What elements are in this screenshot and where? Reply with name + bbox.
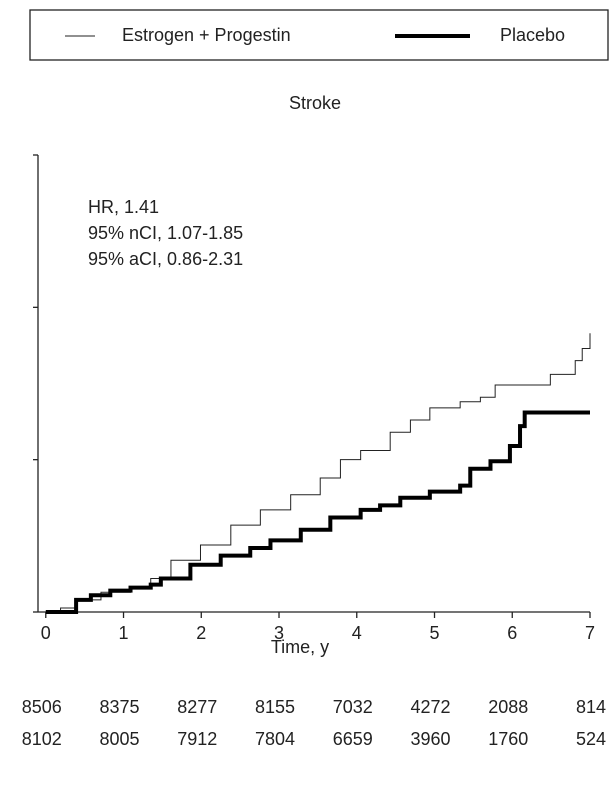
at-risk-count: 1760 [488, 729, 528, 749]
x-tick-label: 3 [274, 623, 284, 643]
at-risk-count: 7032 [333, 697, 373, 717]
series-line [45, 333, 591, 613]
at-risk-count: 8506 [22, 697, 62, 717]
x-axis-label: Time, y [271, 637, 329, 657]
at-risk-count: 4272 [410, 697, 450, 717]
series-line [45, 410, 590, 614]
x-tick-label: 6 [507, 623, 517, 643]
legend-label: Estrogen + Progestin [122, 25, 291, 45]
at-risk-count: 2088 [488, 697, 528, 717]
at-risk-count: 8375 [99, 697, 139, 717]
x-tick-label: 1 [119, 623, 129, 643]
at-risk-count: 8277 [177, 697, 217, 717]
at-risk-count: 8005 [99, 729, 139, 749]
x-tick-label: 0 [41, 623, 51, 643]
legend-box [29, 9, 609, 61]
at-risk-count: 814 [576, 697, 606, 717]
annotation: HR, 1.41 [88, 197, 159, 217]
at-risk-count: 3960 [410, 729, 450, 749]
at-risk-count: 8102 [22, 729, 62, 749]
x-tick-label: 7 [585, 623, 595, 643]
at-risk-count: 7804 [255, 729, 295, 749]
at-risk-count: 524 [576, 729, 606, 749]
legend-label: Placebo [500, 25, 565, 45]
at-risk-count: 8155 [255, 697, 295, 717]
x-tick-label: 5 [429, 623, 439, 643]
chart-title: Stroke [289, 93, 341, 113]
annotation: 95% nCI, 1.07-1.85 [88, 223, 243, 243]
x-tick-label: 2 [196, 623, 206, 643]
x-tick-label: 4 [352, 623, 362, 643]
annotation: 95% aCI, 0.86-2.31 [88, 249, 243, 269]
at-risk-count: 7912 [177, 729, 217, 749]
at-risk-count: 6659 [333, 729, 373, 749]
